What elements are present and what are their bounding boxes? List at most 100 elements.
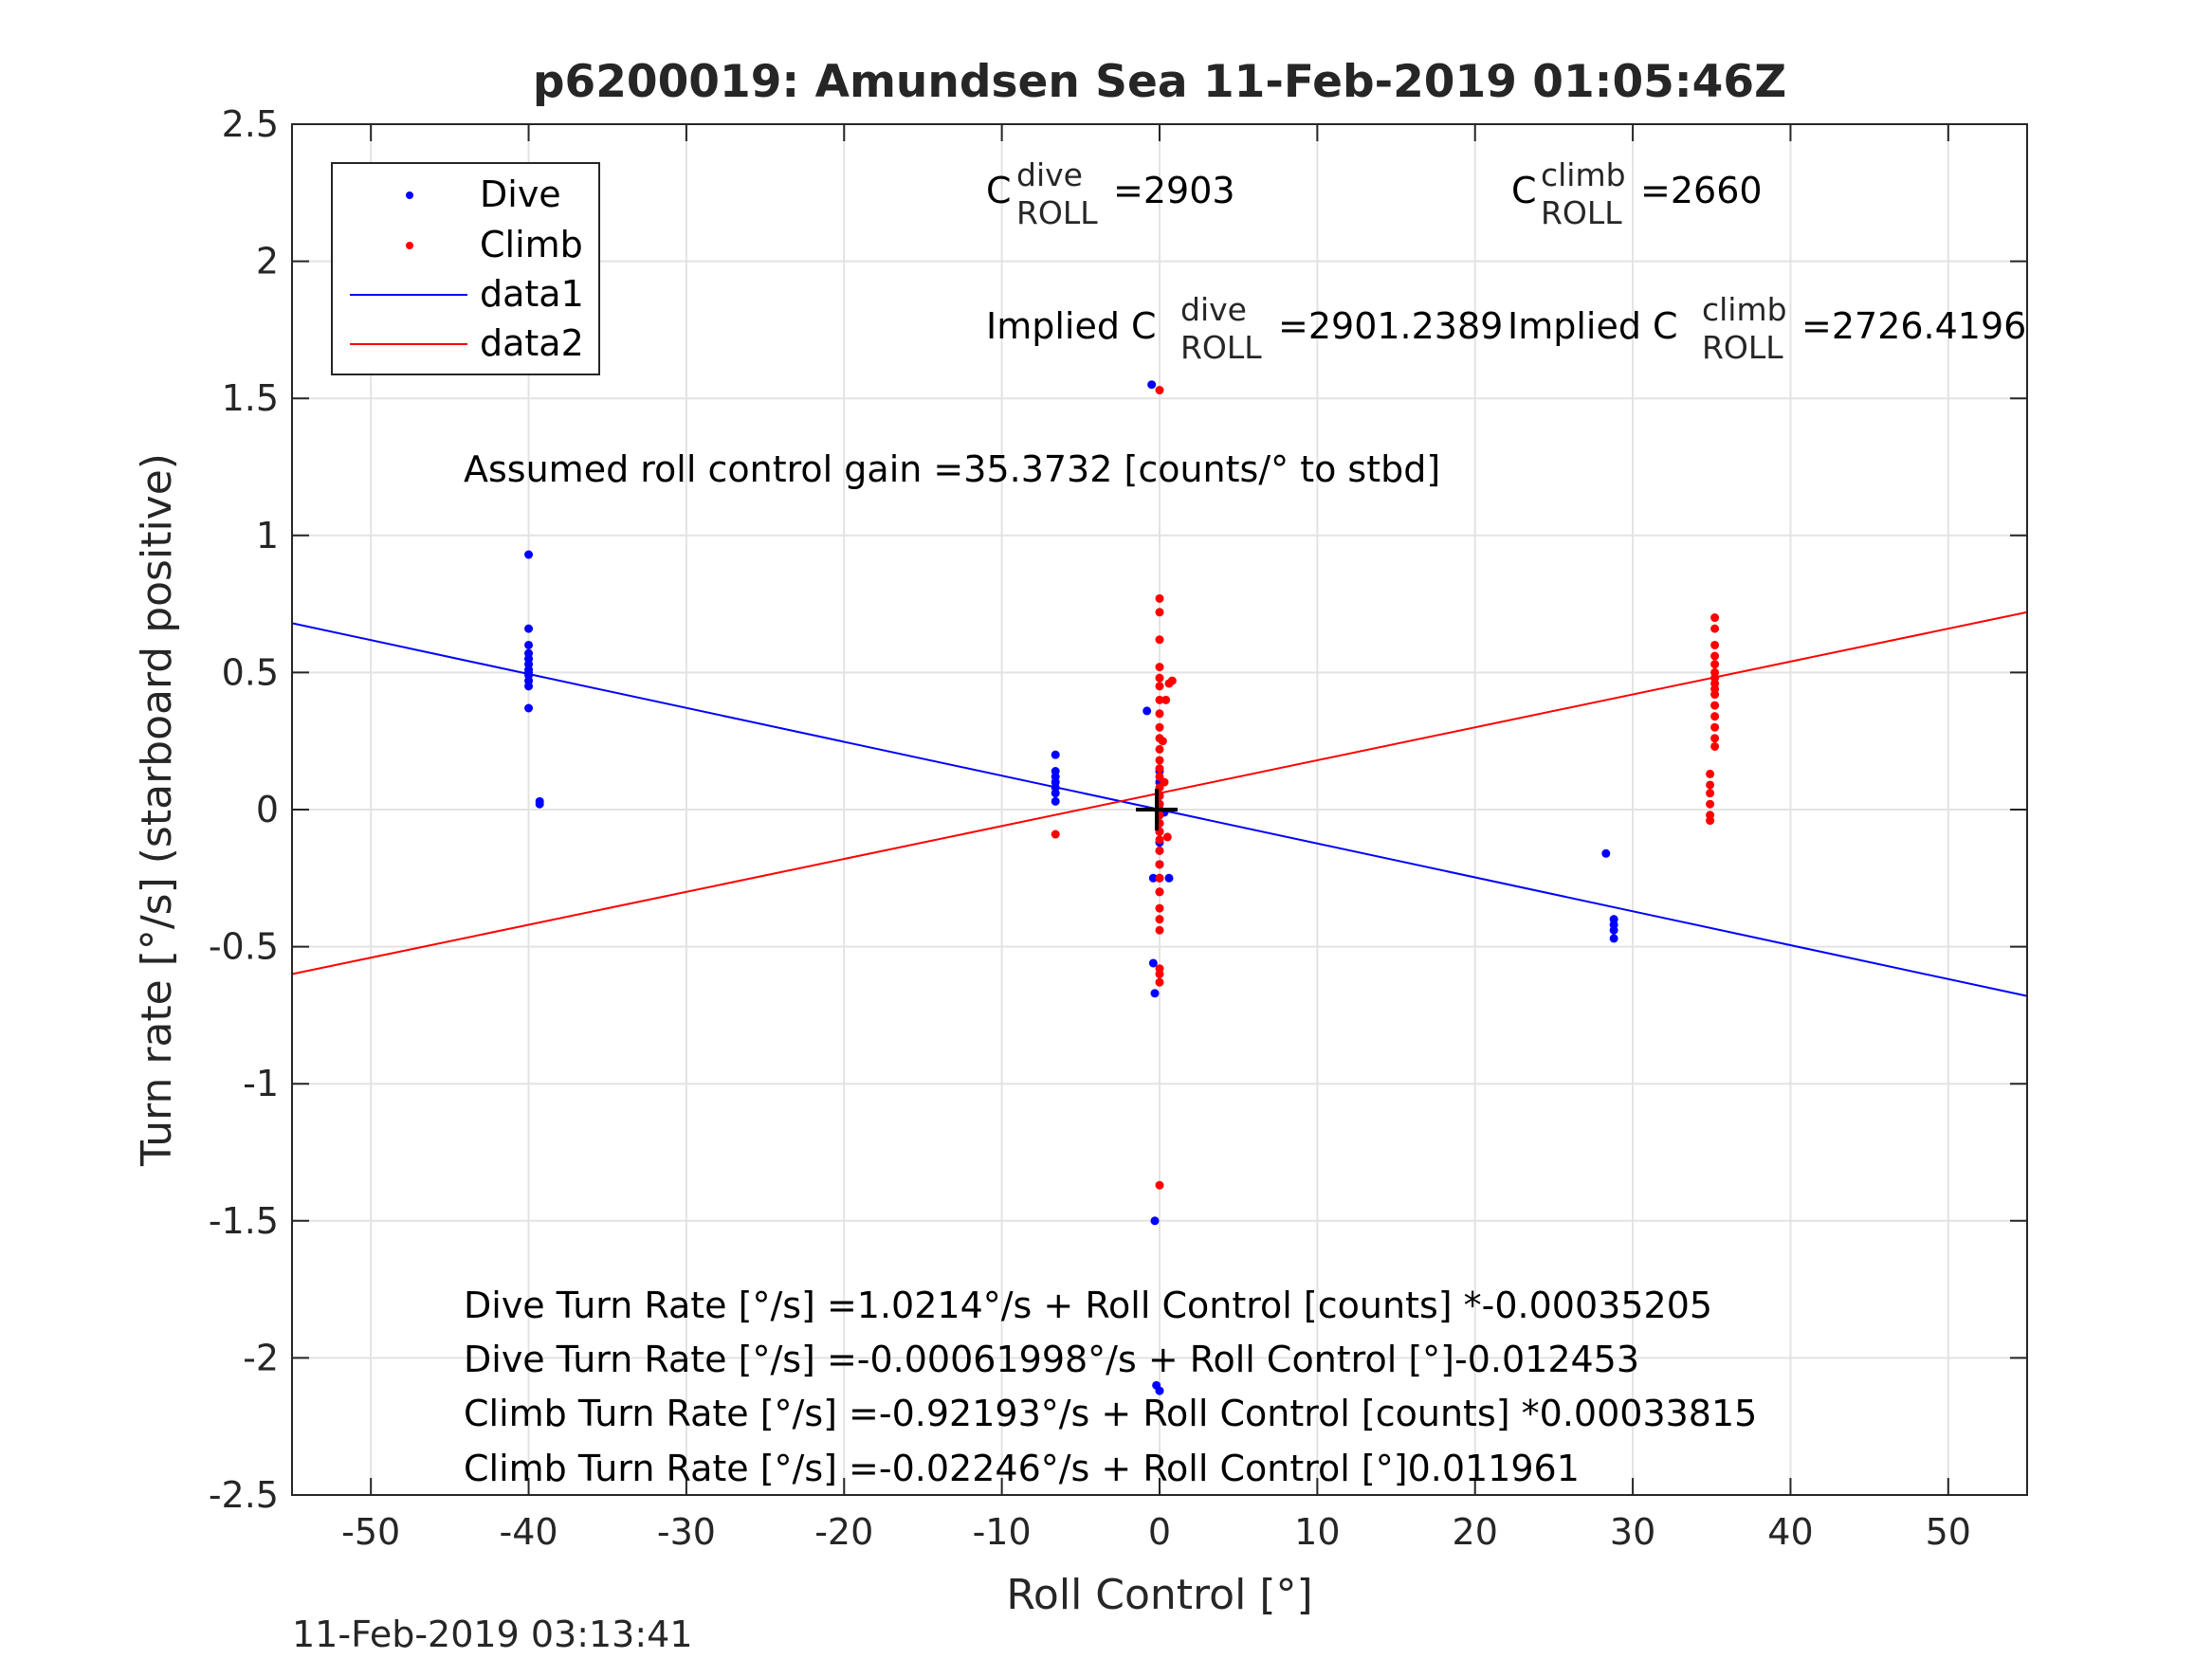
climb-point xyxy=(1155,903,1164,913)
implied-dive-sub: ROLL xyxy=(1180,329,1262,366)
c-roll-climb-annotation: C climb ROLL =2660 xyxy=(1511,156,1763,231)
dive-point xyxy=(1601,848,1611,858)
climb-point xyxy=(1155,873,1164,883)
dive-point xyxy=(1148,958,1158,968)
dive-point xyxy=(524,682,534,691)
climb-point xyxy=(1155,709,1164,719)
implied-dive-value: =2901.2389 xyxy=(1278,305,1503,347)
climb-point xyxy=(1160,777,1169,787)
climb-point xyxy=(1710,660,1720,669)
dive-point xyxy=(1051,789,1060,798)
climb-point xyxy=(1155,663,1164,672)
x-tick-label: 0 xyxy=(1148,1511,1171,1553)
climb-point xyxy=(1155,860,1164,869)
legend: Dive Climb data1 data2 xyxy=(331,162,600,375)
dive-point xyxy=(1609,925,1618,935)
y-tick-label: -2 xyxy=(243,1337,279,1378)
c-climb-value: =2660 xyxy=(1640,170,1763,211)
climb-point xyxy=(1710,690,1720,700)
c-roll-dive-annotation: C dive ROLL =2903 xyxy=(986,156,1235,231)
climb-point xyxy=(1155,682,1164,691)
dive-point xyxy=(1147,380,1157,390)
climb-point xyxy=(1155,673,1164,683)
c-dive-sub: ROLL xyxy=(1016,194,1098,231)
y-tick-label: 2 xyxy=(256,241,279,283)
climb-point xyxy=(1706,816,1715,826)
legend-data2-label: data2 xyxy=(480,322,584,364)
dive-point xyxy=(524,640,534,649)
climb-point xyxy=(1155,386,1164,395)
climb-point xyxy=(1710,701,1720,710)
chart-title: p6200019: Amundsen Sea 11-Feb-2019 01:05… xyxy=(533,56,1786,108)
x-tick-label: -30 xyxy=(657,1511,716,1553)
climb-point xyxy=(1155,925,1164,935)
implied-climb-sup: climb xyxy=(1702,291,1787,328)
y-tick-label: 2.5 xyxy=(222,103,279,145)
climb-point xyxy=(1155,722,1164,732)
dive-point xyxy=(524,624,534,633)
c-climb-base: C xyxy=(1511,170,1537,211)
climb-point xyxy=(1706,769,1715,778)
dive-equation-degrees: Dive Turn Rate [°/s] =-0.00061998°/s + R… xyxy=(464,1339,1639,1380)
dive-point xyxy=(1051,750,1060,759)
climb-point xyxy=(1155,915,1164,924)
c-dive-base: C xyxy=(986,170,1012,211)
c-dive-value: =2903 xyxy=(1113,170,1235,211)
climb-point xyxy=(1706,799,1715,809)
dive-point xyxy=(524,703,534,713)
x-tick-label: -50 xyxy=(341,1511,400,1553)
implied-climb-sub: ROLL xyxy=(1702,329,1783,366)
c-climb-sub: ROLL xyxy=(1541,194,1622,231)
climb-point xyxy=(1155,887,1164,897)
y-tick-label: -1.5 xyxy=(209,1200,279,1242)
c-dive-sup: dive xyxy=(1016,156,1083,193)
implied-dive-base: Implied C xyxy=(986,305,1157,347)
climb-equation-counts: Climb Turn Rate [°/s] =-0.92193°/s + Rol… xyxy=(464,1393,1757,1434)
x-tick-label: -20 xyxy=(814,1511,873,1553)
dive-point xyxy=(535,799,544,809)
legend-dive-label: Dive xyxy=(480,173,561,215)
climb-point xyxy=(1155,1180,1164,1190)
climb-point xyxy=(1155,756,1164,765)
legend-dive-marker xyxy=(406,191,413,199)
dive-point xyxy=(1150,1216,1160,1226)
legend-box xyxy=(331,162,600,375)
climb-point xyxy=(1155,846,1164,855)
climb-point xyxy=(1710,712,1720,721)
climb-point xyxy=(1155,695,1164,704)
climb-point xyxy=(1155,635,1164,645)
climb-point xyxy=(1155,593,1164,603)
climb-point xyxy=(1167,676,1177,685)
footer-timestamp: 11-Feb-2019 03:13:41 xyxy=(292,1613,693,1655)
climb-point xyxy=(1155,744,1164,754)
climb-equation-degrees: Climb Turn Rate [°/s] =-0.02246°/s + Rol… xyxy=(464,1448,1580,1489)
x-tick-label: -10 xyxy=(973,1511,1032,1553)
climb-point xyxy=(1710,624,1720,633)
dive-point xyxy=(1148,873,1158,883)
climb-point xyxy=(1161,695,1171,704)
climb-point xyxy=(1158,737,1167,746)
y-tick-label: -0.5 xyxy=(209,926,279,968)
climb-point xyxy=(1155,608,1164,617)
implied-climb-base: Implied C xyxy=(1508,305,1678,347)
x-tick-label: -40 xyxy=(500,1511,558,1553)
y-tick-label: 1.5 xyxy=(222,377,279,419)
y-axis-label: Turn rate [°/s] (starboard positive) xyxy=(133,453,181,1167)
y-tick-label: 0 xyxy=(256,789,279,830)
climb-point xyxy=(1155,835,1164,845)
origin-marker xyxy=(1136,789,1178,830)
climb-point xyxy=(1710,734,1720,743)
legend-data1-label: data1 xyxy=(480,273,584,315)
climb-point xyxy=(1710,613,1720,623)
climb-point xyxy=(1710,651,1720,661)
y-tick-label: -2.5 xyxy=(209,1474,279,1516)
climb-point xyxy=(1710,722,1720,732)
climb-point xyxy=(1162,832,1172,842)
climb-point xyxy=(1710,640,1720,649)
dive-point xyxy=(1609,934,1618,943)
dive-equation-counts: Dive Turn Rate [°/s] =1.0214°/s + Roll C… xyxy=(464,1285,1712,1326)
x-axis-label: Roll Control [°] xyxy=(1006,1571,1312,1619)
x-tick-label: 20 xyxy=(1453,1511,1498,1553)
y-tick-label: 1 xyxy=(256,515,279,556)
legend-climb-marker xyxy=(406,242,413,249)
